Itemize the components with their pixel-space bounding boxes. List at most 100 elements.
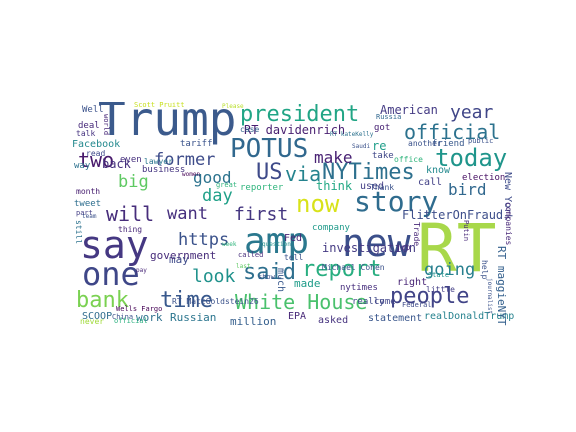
cloud-word: going [424,260,476,280]
cloud-word: people [390,284,470,309]
cloud-word: investigation [322,241,416,255]
cloud-word: last [236,263,251,270]
cloud-word: RT davidenrich [244,123,346,137]
cloud-word: used [360,181,385,192]
cloud-word: today [435,144,508,172]
cloud-word: RT maggieNYT [495,246,508,326]
cloud-word: help [480,260,489,280]
cloud-word: Wells Fargo [116,305,163,313]
cloud-word: Putin [462,220,470,242]
cloud-word: Fed [284,233,303,244]
cloud-word: said [243,260,296,285]
cloud-word: good [193,168,232,187]
cloud-word: got [374,123,391,133]
cloud-word: SCOOP [82,311,113,322]
cloud-word: business [142,165,186,175]
cloud-word: Facebook [72,139,121,150]
cloud-word: report [302,257,382,282]
cloud-word: pay [136,267,147,274]
cloud-word: now [296,190,340,218]
cloud-word: still [74,220,83,245]
cloud-word: first [234,204,289,225]
cloud-word: RT kateKelly [330,131,374,138]
cloud-word: former [154,150,216,170]
cloud-word: statement [368,313,423,324]
cloud-word: tweet [74,199,102,209]
cloud-word: POTUS [230,134,309,164]
cloud-word: world [102,114,110,136]
cloud-word: State [428,271,450,279]
cloud-word: Well [82,105,104,115]
cloud-word: time [160,288,213,313]
cloud-word: journalist [486,278,493,315]
cloud-word: story [354,185,439,218]
cloud-word: re [372,139,387,153]
cloud-word: official [404,120,501,144]
cloud-word: amp [244,221,310,262]
cloud-word: look [192,266,236,287]
cloud-word: called [238,251,264,259]
cloud-word: year [450,102,494,123]
cloud-word: thing [118,225,143,234]
cloud-word: right [397,277,428,288]
cloud-word: show [258,273,275,281]
cloud-word: week [222,241,237,248]
cloud-word: read [86,149,106,158]
cloud-word: question [262,241,291,248]
cloud-word: big [118,172,149,192]
word-cloud: Trump RT say amp new one story POTUS pre… [72,102,518,328]
cloud-word: want [167,204,208,224]
cloud-word: may [169,253,189,266]
cloud-word: case [240,125,260,134]
cloud-word: realDonaldTrump [424,311,515,322]
cloud-word: team [82,213,97,220]
cloud-word: one [82,255,140,293]
cloud-word: million [230,315,277,328]
cloud-word: US [256,160,283,185]
cloud-word: via [285,162,322,186]
cloud-word: official [114,317,148,325]
cloud-word: Russian [170,311,217,324]
cloud-word: friend [432,139,465,149]
cloud-word: NYTimes [322,160,415,185]
cloud-word: new [342,221,411,265]
cloud-word: much [275,268,286,293]
cloud-word: Please [222,103,244,110]
cloud-word: RT MattGoldstein26 [172,297,259,306]
cloud-word: take [372,151,394,161]
cloud-word: another [408,139,442,148]
cloud-word: asked [318,315,349,326]
cloud-word: company [312,223,350,233]
cloud-word: come [374,297,396,307]
cloud-word: companies [504,202,513,246]
cloud-word: tell [284,253,304,262]
cloud-word: nytimes [340,283,378,293]
cloud-word: Saudi [352,143,371,150]
cloud-word: way [74,161,91,171]
cloud-word: will [106,202,155,226]
cloud-word: back [102,157,131,171]
cloud-word: little [426,285,455,294]
cloud-word: Michael Cohen [322,263,385,272]
cloud-word: made [294,277,321,290]
cloud-word: great [216,181,238,189]
cloud-word: deal [78,121,100,131]
cloud-word: make [314,148,353,167]
cloud-word: never [80,317,105,326]
cloud-word: China [112,313,134,321]
cloud-word: Scott Pruitt [134,102,185,109]
cloud-word: really [352,297,385,307]
cloud-word: talk [76,129,96,138]
cloud-word: public [468,137,494,145]
cloud-word: Trump [98,102,237,146]
cloud-word: day [202,186,233,206]
cloud-word: month [76,187,101,196]
cloud-word: Trade [412,222,421,247]
cloud-word: EPA [288,311,307,322]
cloud-word: say [80,223,149,267]
cloud-word: Federal [402,301,432,309]
cloud-word: two [78,148,115,172]
cloud-word: tariff [180,139,213,149]
cloud-word: work [136,311,163,324]
cloud-word: RT [417,210,497,287]
